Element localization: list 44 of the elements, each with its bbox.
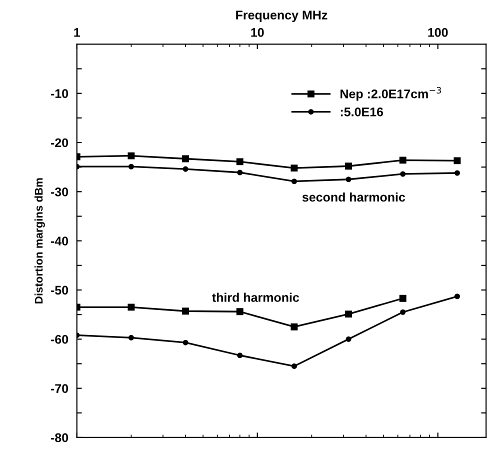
- point: [345, 162, 352, 170]
- point: [454, 294, 460, 300]
- x-tick-label: 10: [251, 28, 264, 37]
- x-tick-label: 1: [74, 28, 80, 37]
- point: [454, 170, 460, 176]
- point: [291, 178, 297, 184]
- point: [128, 152, 135, 160]
- x-axis-title: Frequency MHz: [236, 10, 328, 22]
- y-tick-label: -60: [50, 334, 68, 344]
- point: [291, 363, 297, 369]
- point: [182, 340, 188, 346]
- point: [290, 164, 298, 172]
- point: [454, 157, 461, 164]
- point: [399, 156, 406, 164]
- point: [237, 352, 243, 358]
- point: [128, 164, 134, 170]
- point: [182, 166, 188, 172]
- y-tick-label: -40: [50, 236, 68, 246]
- point: [399, 294, 406, 302]
- point: [346, 336, 352, 342]
- point: [237, 170, 243, 176]
- annotation: third harmonic: [212, 292, 300, 302]
- y-tick-label: -10: [50, 89, 68, 98]
- point: [236, 158, 244, 166]
- legend-label: :5.0E16: [340, 107, 384, 116]
- point: [400, 309, 406, 315]
- point: [128, 304, 135, 311]
- point: [128, 334, 134, 340]
- x-tick-label: 100: [428, 28, 448, 37]
- legend-label: Nep :2.0E17cm$^{−3}$: [340, 86, 441, 101]
- y-tick-label: -30: [50, 187, 68, 196]
- point: [182, 308, 190, 315]
- point: [290, 323, 298, 330]
- point: [236, 308, 244, 316]
- y-tick-label: -20: [50, 138, 68, 148]
- point: [345, 310, 352, 318]
- y-tick-label: -80: [50, 433, 68, 442]
- y-axis-title: Distortion margins dBm: [34, 178, 45, 304]
- annotation: second harmonic: [302, 192, 406, 202]
- point: [400, 171, 406, 177]
- y-tick-label: -50: [50, 286, 68, 295]
- point: [182, 155, 190, 162]
- point: [346, 176, 352, 182]
- y-tick-label: -70: [50, 384, 68, 393]
